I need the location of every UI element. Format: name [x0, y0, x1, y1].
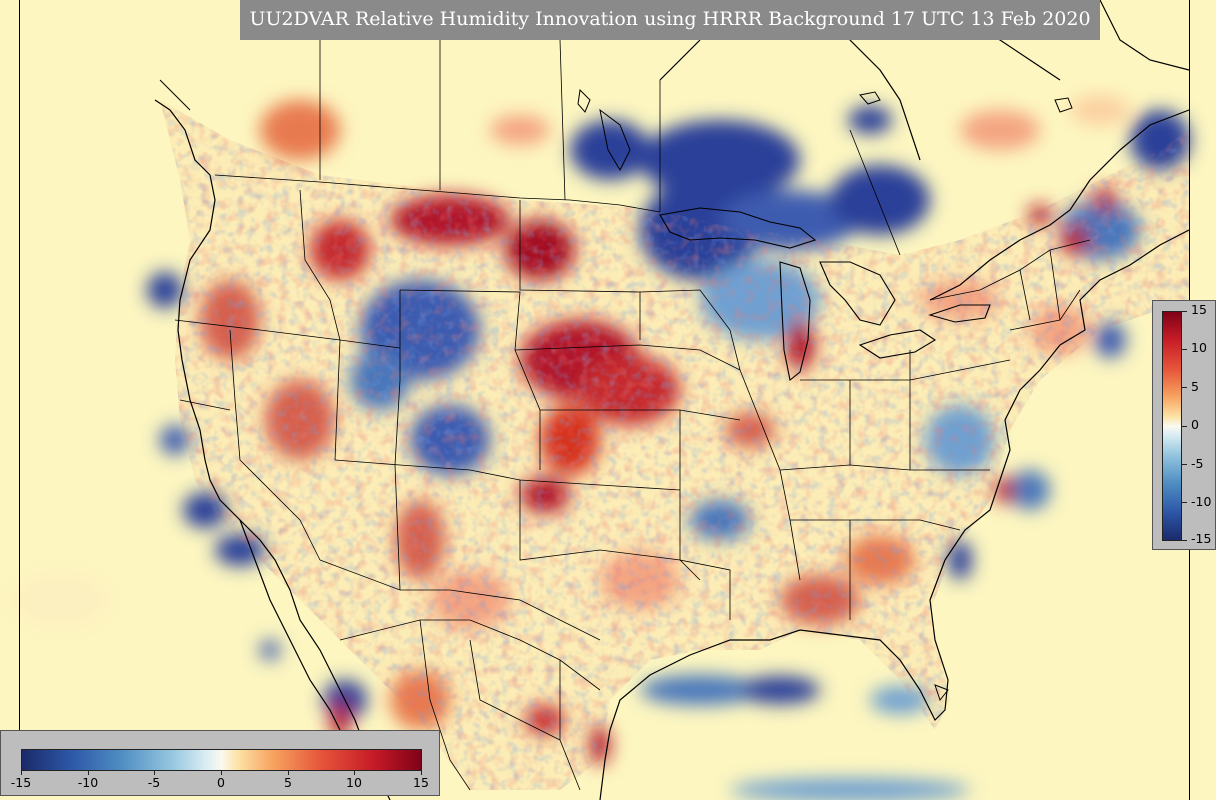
great-lakes [659, 207, 991, 381]
colorbar-bottom-tick: -5 [147, 775, 161, 790]
colorbar-right-tickmark [1182, 540, 1187, 541]
colorbar-bottom-tickmark [354, 771, 355, 775]
colorbar-right-tickmark [1182, 387, 1187, 388]
colorbar-bottom-tick: -10 [77, 775, 99, 790]
colorbar-right-tick: -15 [1191, 531, 1212, 546]
colorbar-bottom-tick: 5 [284, 775, 292, 790]
colorbar-right: 15 10 5 0 -5 -10 -15 [1152, 300, 1216, 550]
colorbar-bottom-tickmark [154, 771, 155, 775]
colorbar-right-tick: 5 [1191, 379, 1199, 394]
map-title: UU2DVAR Relative Humidity Innovation usi… [240, 0, 1100, 40]
colorbar-right-tick: -10 [1191, 494, 1212, 509]
colorbar-bottom-tickmark [288, 771, 289, 775]
frame-left [19, 0, 20, 730]
political-borders [174, 0, 1091, 791]
colorbar-right-tickmark [1182, 426, 1187, 427]
colorbar-bottom-tickmark [421, 771, 422, 775]
colorbar-right-tickmark [1182, 349, 1187, 350]
colorbar-right-tickmark [1182, 311, 1187, 312]
colorbar-bottom-tickmark [221, 771, 222, 775]
colorbar-right-tick: 10 [1191, 340, 1207, 355]
colorbar-right-tickmark [1182, 502, 1187, 503]
lakes-north [159, 79, 1073, 702]
colorbar-bottom-tickmark [88, 771, 89, 775]
colorbar-right-tickmark [1182, 464, 1187, 465]
colorbar-right-tick: -5 [1191, 456, 1204, 471]
colorbar-bottom: -15 -10 -5 0 5 10 15 [0, 730, 440, 796]
colorbar-bottom-tick: 0 [217, 775, 225, 790]
colorbar-bottom-tick: -15 [10, 775, 32, 790]
colorbar-bottom-ramp [21, 749, 422, 771]
colorbar-bottom-tickmark [21, 771, 22, 775]
colorbar-right-tick: 15 [1191, 302, 1207, 317]
colorbar-bottom-tick: 10 [346, 775, 362, 790]
colorbar-bottom-tick: 15 [413, 775, 429, 790]
colorbar-right-tick: 0 [1191, 417, 1199, 432]
colorbar-right-ramp [1162, 311, 1182, 541]
